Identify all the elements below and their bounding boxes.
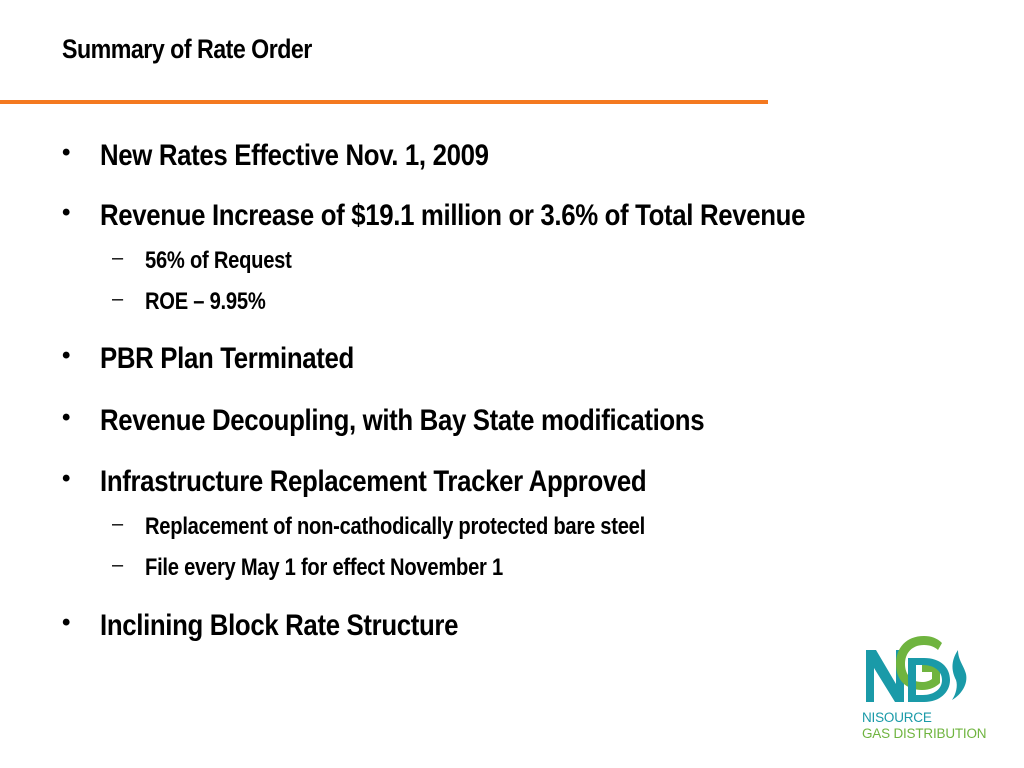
- sub-bullet-text: Replacement of non-cathodically protecte…: [145, 513, 645, 540]
- bullet-marker: •: [62, 342, 71, 369]
- bullet-text: Revenue Increase of $19.1 million or 3.6…: [100, 199, 806, 232]
- bullet-marker: •: [62, 609, 71, 636]
- bullet-marker: •: [62, 465, 71, 492]
- sub-bullet-text: File every May 1 for effect November 1: [145, 554, 503, 581]
- sub-bullet-marker: –: [112, 247, 124, 269]
- logo-line-gas-distribution: GAS DISTRIBUTION: [862, 726, 987, 741]
- ngd-logo-icon: [866, 636, 967, 702]
- bullet-marker: •: [62, 139, 71, 166]
- sub-bullet-text: ROE – 9.95%: [145, 288, 266, 315]
- bullet-text: Revenue Decoupling, with Bay State modif…: [100, 404, 705, 437]
- logo-line-nisource: NISOURCE: [862, 710, 932, 725]
- bullet-marker: •: [62, 199, 71, 226]
- sub-bullet-marker: –: [112, 288, 124, 310]
- sub-bullet-marker: –: [112, 513, 124, 535]
- bullet-text: Inclining Block Rate Structure: [100, 609, 459, 642]
- slide-title: Summary of Rate Order: [62, 34, 312, 64]
- sub-bullet-text: 56% of Request: [145, 247, 292, 274]
- bullet-text: PBR Plan Terminated: [100, 342, 354, 375]
- nisource-logo: NISOURCE GAS DISTRIBUTION: [862, 628, 1002, 748]
- sub-bullet-marker: –: [112, 554, 124, 576]
- bullet-text: New Rates Effective Nov. 1, 2009: [100, 139, 489, 172]
- title-underline: [0, 100, 768, 104]
- bullet-text: Infrastructure Replacement Tracker Appro…: [100, 465, 647, 498]
- bullet-marker: •: [62, 404, 71, 431]
